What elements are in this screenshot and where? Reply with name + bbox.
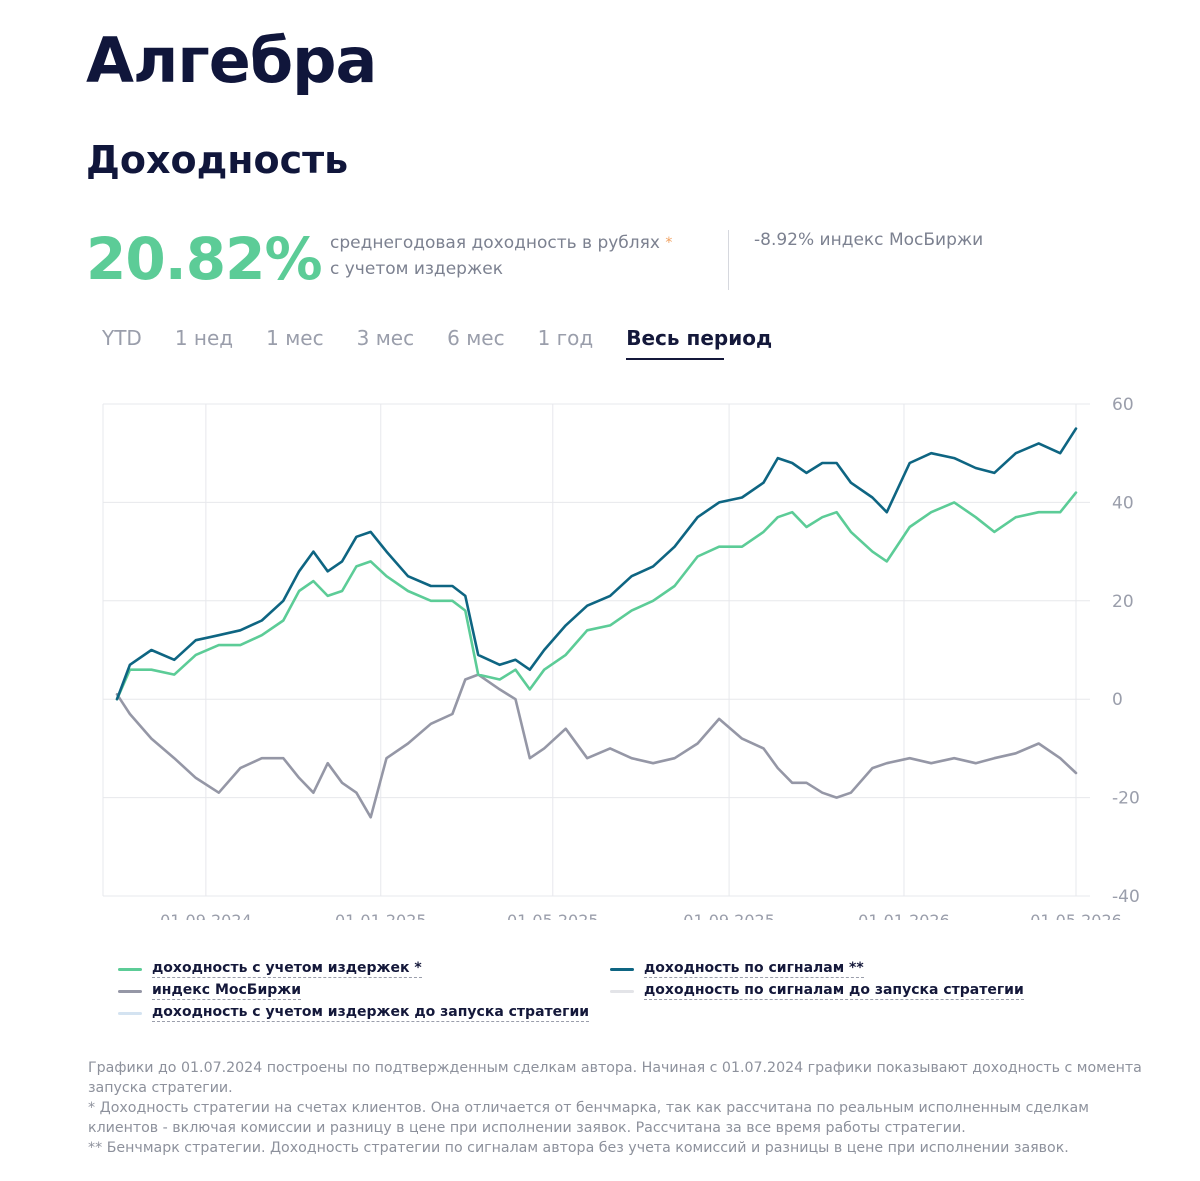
annual-return-value: 20.82% <box>86 225 323 293</box>
x-tick-label: 01.05.2025 <box>507 911 599 920</box>
series-line-index <box>115 673 1078 819</box>
y-tick-label: -40 <box>1112 887 1140 907</box>
legend-net-pre-label: доходность с учетом издержек до запуска … <box>152 1004 590 1022</box>
legend-net-swatch <box>118 967 142 971</box>
y-tick-label: 60 <box>1112 395 1134 415</box>
series-line-signals <box>115 427 1078 701</box>
returns-chart[interactable]: 60 40 20 0 -20 -40 01.09.2024 01.01.2025 01.05.2… <box>0 380 1200 920</box>
legend-signals-pre[interactable]: доходность по сигналам до запуска страте… <box>610 982 1024 1000</box>
chart-grid <box>102 403 1090 897</box>
tab-1-year[interactable]: 1 год <box>537 326 594 350</box>
legend-signals-pre-label: доходность по сигналам до запуска страте… <box>644 982 1024 1000</box>
description-line2: с учетом издержек <box>330 259 503 279</box>
legend-signals-swatch <box>610 967 634 971</box>
tab-all-period-label: Весь период <box>626 326 773 350</box>
chart-legend: доходность с учетом издержек * доходност… <box>118 960 1118 1030</box>
series-line-net <box>115 491 1078 701</box>
tab-1-month[interactable]: 1 мес <box>266 326 324 350</box>
active-tab-underline <box>626 358 725 360</box>
legend-index-swatch <box>118 989 142 993</box>
x-tick-label: 01.05.2026 <box>1030 911 1122 920</box>
index-return-text: -8.92% индекс МосБиржи <box>754 230 984 250</box>
annual-return-description: среднегодовая доходность в рублях * с уч… <box>330 230 710 282</box>
legend-index[interactable]: индекс МосБиржи <box>118 982 302 1000</box>
footnote-3: ** Бенчмарк стратегии. Доходность страте… <box>88 1140 1069 1156</box>
y-tick-label: 0 <box>1112 690 1123 710</box>
x-tick-label: 01.01.2026 <box>858 911 950 920</box>
legend-index-label: индекс МосБиржи <box>152 982 302 1000</box>
tab-3-months[interactable]: 3 мес <box>356 326 415 350</box>
legend-signals[interactable]: доходность по сигналам ** <box>610 960 864 978</box>
summary-divider <box>728 230 729 290</box>
period-tabs: YTD 1 нед 1 мес 3 мес 6 мес 1 год Весь п… <box>102 326 805 360</box>
chart-series <box>115 427 1078 819</box>
section-title: Доходность <box>86 138 349 182</box>
x-tick-label: 01.09.2025 <box>683 911 775 920</box>
y-tick-label: 40 <box>1112 493 1134 513</box>
description-line1: среднегодовая доходность в рублях <box>330 233 660 253</box>
legend-net-label: доходность с учетом издержек * <box>152 960 422 978</box>
tab-all-period[interactable]: Весь период <box>626 326 773 360</box>
footnote-1: Графики до 01.07.2024 построены по подтв… <box>88 1060 1142 1096</box>
footnotes: Графики до 01.07.2024 построены по подтв… <box>88 1058 1148 1158</box>
legend-signals-pre-swatch <box>610 989 634 993</box>
y-tick-label: -20 <box>1112 789 1140 809</box>
x-tick-label: 01.01.2025 <box>335 911 427 920</box>
footnote-2: * Доходность стратегии на счетах клиенто… <box>88 1100 1089 1136</box>
tab-1-week[interactable]: 1 нед <box>174 326 234 350</box>
y-tick-label: 20 <box>1112 592 1134 612</box>
strategy-title: Алгебра <box>86 24 377 97</box>
legend-signals-label: доходность по сигналам ** <box>644 960 864 978</box>
footnote-asterisk: * <box>665 235 673 251</box>
tab-ytd[interactable]: YTD <box>102 326 142 350</box>
legend-net[interactable]: доходность с учетом издержек * <box>118 960 422 978</box>
chart-tick-labels: 60 40 20 0 -20 -40 01.09.2024 01.01.2025 01.05.2… <box>160 395 1140 920</box>
tab-6-months[interactable]: 6 мес <box>447 326 505 350</box>
legend-net-pre[interactable]: доходность с учетом издержек до запуска … <box>118 1004 590 1022</box>
x-tick-label: 01.09.2024 <box>160 911 252 920</box>
legend-net-pre-swatch <box>118 1011 142 1015</box>
